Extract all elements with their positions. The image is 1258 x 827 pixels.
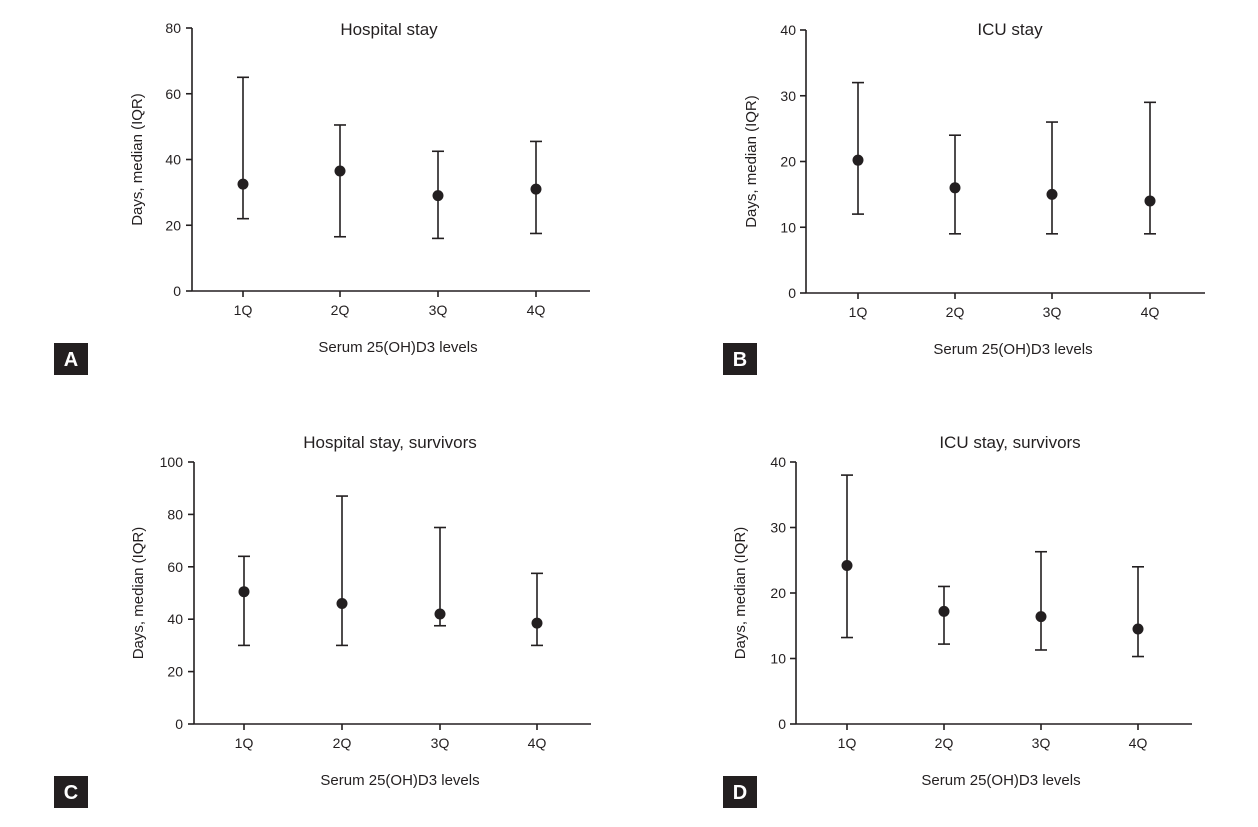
panel-badge-letter: D [733,782,747,804]
y-axis-title: Days, median (IQR) [743,95,760,228]
panel-b: ICU stay 0 10 20 30 40 1Q 2Q 3Q 4Q Days, median (I… [723,20,1205,375]
panel-badge-letter: A [64,349,78,371]
median-point [949,182,961,194]
y-tick-label: 30 [780,88,796,104]
x-axis-title: Serum 25(OH)D3 levels [320,772,479,789]
y-tick-label: 80 [167,506,183,522]
median-point [1046,188,1058,200]
y-tick-label: 60 [167,559,183,575]
panel-a: Hospital stay 0 20 40 60 80 1Q 2Q 3Q 4Q Days, medi… [54,20,590,375]
median-point [1132,623,1144,635]
y-tick-label: 20 [770,585,786,601]
median-point [434,608,446,620]
x-tick-label: 4Q [527,302,546,318]
y-tick-label: 60 [165,86,181,102]
x-tick-label: 1Q [849,304,868,320]
y-tick-label: 10 [770,651,786,667]
y-tick-label: 20 [167,664,183,680]
panel-badge-letter: C [64,782,78,804]
median-point [852,154,864,166]
panel-badge-letter: B [733,349,747,371]
median-point [531,617,543,629]
x-axis-title: Serum 25(OH)D3 levels [318,339,477,356]
x-tick-label: 3Q [431,735,450,751]
y-tick-label: 0 [778,716,786,732]
median-point [841,559,853,571]
panel-badge-box [723,776,757,808]
x-tick-label: 4Q [1141,304,1160,320]
x-axis-title: Serum 25(OH)D3 levels [921,772,1080,789]
panel-title: Hospital stay, survivors [303,433,477,452]
y-tick-label: 40 [165,152,181,168]
panel-title: ICU stay [977,20,1043,39]
panel-badge: D [723,776,757,808]
y-tick-label: 0 [173,283,181,299]
x-axis-title: Serum 25(OH)D3 levels [933,341,1092,358]
y-tick-label: 20 [165,217,181,233]
x-tick-label: 1Q [234,302,253,318]
median-point [1144,195,1156,207]
x-tick-label: 2Q [946,304,965,320]
y-axis-title: Days, median (IQR) [130,527,147,660]
y-tick-label: 10 [780,219,796,235]
panel-badge-box [723,343,757,375]
x-tick-label: 1Q [838,735,857,751]
panel-title: Hospital stay [340,20,438,39]
median-point [238,586,250,598]
panel-badge: C [54,776,88,808]
median-point [237,178,249,190]
x-tick-label: 4Q [1129,735,1148,751]
median-point [334,165,346,177]
x-tick-label: 3Q [429,302,448,318]
y-tick-label: 80 [165,20,181,36]
panel-badge: B [723,343,757,375]
x-tick-label: 2Q [935,735,954,751]
x-tick-label: 1Q [235,735,254,751]
y-tick-label: 30 [770,520,786,536]
y-tick-label: 40 [770,454,786,470]
y-tick-label: 20 [780,154,796,170]
panel-badge-box [54,776,88,808]
median-point [938,605,950,617]
panel-c: Hospital stay, survivors 0 20 40 60 80 100 1Q 2Q… [54,433,591,808]
y-tick-label: 0 [175,716,183,732]
y-tick-label: 100 [160,454,184,470]
y-axis-title: Days, median (IQR) [129,93,146,226]
y-tick-label: 0 [788,285,796,301]
panel-title: ICU stay, survivors [939,433,1080,452]
x-tick-label: 4Q [528,735,547,751]
median-point [336,597,348,609]
x-tick-label: 3Q [1043,304,1062,320]
y-tick-label: 40 [780,22,796,38]
panel-badge: A [54,343,88,375]
median-point [432,190,444,202]
x-tick-label: 2Q [333,735,352,751]
panel-d: ICU stay, survivors 0 10 20 30 40 1Q 2Q 3Q 4Q Days… [723,433,1192,808]
x-tick-label: 3Q [1032,735,1051,751]
panel-badge-box [54,343,88,375]
median-point [1035,611,1047,623]
x-tick-label: 2Q [331,302,350,318]
y-axis-title: Days, median (IQR) [732,527,749,660]
median-point [530,183,542,195]
y-tick-label: 40 [167,611,183,627]
